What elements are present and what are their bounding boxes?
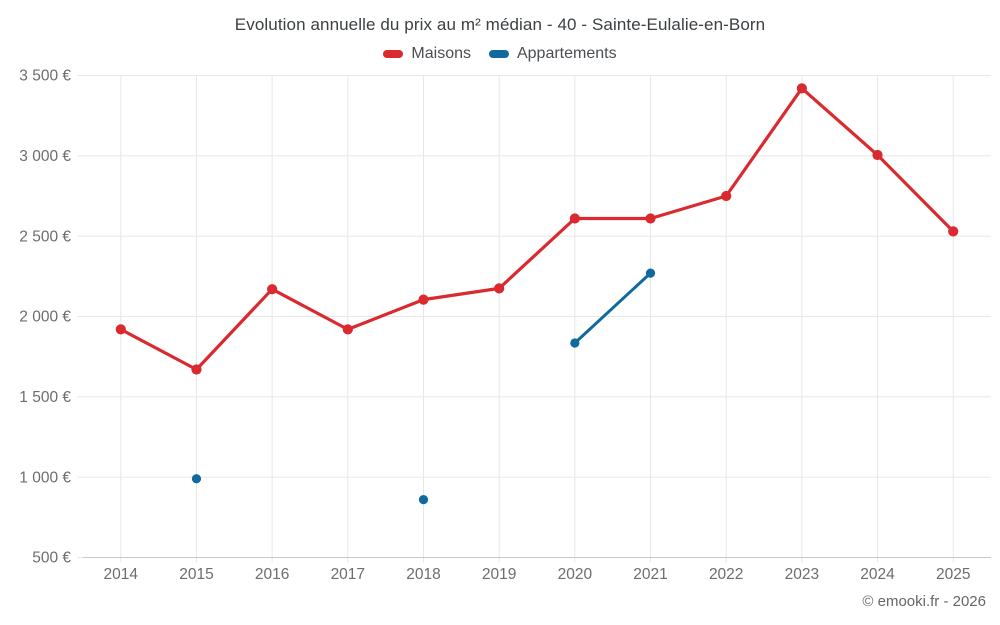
x-axis-label: 2021 <box>633 566 667 583</box>
chart-legend: Maisons Appartements <box>0 45 1000 63</box>
data-point-appartements-2018[interactable] <box>418 495 429 505</box>
data-point-maisons-2022[interactable] <box>721 190 732 202</box>
x-axis-label: 2020 <box>558 566 593 583</box>
y-axis-label: 1 500 € <box>19 389 71 406</box>
legend-item-maisons[interactable]: Maisons <box>383 45 471 63</box>
y-axis-label: 2 500 € <box>19 228 71 245</box>
x-axis-label: 2023 <box>785 566 819 583</box>
x-axis-label: 2017 <box>331 566 365 583</box>
y-axis-label: 3 500 € <box>19 68 71 85</box>
data-point-maisons-2016[interactable] <box>267 284 278 295</box>
x-axis-label: 2024 <box>860 566 895 583</box>
data-point-maisons-2024[interactable] <box>872 149 883 161</box>
chart-title: Evolution annuelle du prix au m² médian … <box>234 15 766 34</box>
y-axis-label: 3 000 € <box>19 148 71 165</box>
data-point-maisons-2021[interactable] <box>645 213 656 224</box>
data-point-appartements-2020[interactable] <box>570 338 580 348</box>
y-axis-label: 2 000 € <box>19 309 71 326</box>
series-segment-maisons <box>194 287 274 372</box>
legend-swatch-maisons <box>383 50 404 58</box>
data-point-maisons-2023[interactable] <box>796 83 807 94</box>
data-point-maisons-2014[interactable] <box>115 324 126 335</box>
y-axis-label: 500 € <box>32 550 71 567</box>
series-segment-maisons <box>270 287 350 331</box>
x-axis-label: 2015 <box>179 566 213 583</box>
series-segment-maisons <box>875 153 955 233</box>
series-segment-maisons <box>724 86 804 198</box>
legend-item-appartements[interactable]: Appartements <box>488 45 617 63</box>
data-point-maisons-2015[interactable] <box>191 364 202 375</box>
data-point-maisons-2018[interactable] <box>418 294 429 305</box>
series-segment-maisons <box>648 194 728 221</box>
series-segment-maisons <box>421 286 501 302</box>
x-axis-label: 2018 <box>406 566 440 583</box>
legend-label: Maisons <box>411 45 471 62</box>
legend-label: Appartements <box>516 45 617 62</box>
y-axis-label: 1 000 € <box>19 469 71 486</box>
x-axis-label: 2016 <box>255 566 289 583</box>
series-segment-maisons <box>497 216 577 290</box>
data-point-appartements-2021[interactable] <box>645 268 656 278</box>
data-point-maisons-2025[interactable] <box>948 226 959 237</box>
series-segment-maisons <box>800 86 880 157</box>
copyright-text: © emooki.fr - 2026 <box>862 593 986 610</box>
x-axis-label: 2019 <box>482 566 516 583</box>
x-axis-label: 2014 <box>104 566 139 583</box>
data-point-maisons-2020[interactable] <box>569 213 580 224</box>
data-point-maisons-2017[interactable] <box>342 324 353 335</box>
legend-swatch-appartements <box>488 50 509 58</box>
series-segment-appartements <box>573 271 653 345</box>
data-point-maisons-2019[interactable] <box>494 283 505 294</box>
x-axis-label: 2025 <box>936 566 970 583</box>
series-segment-maisons <box>119 327 199 372</box>
data-point-appartements-2015[interactable] <box>191 474 202 484</box>
series-segment-maisons <box>346 298 426 331</box>
x-axis-label: 2022 <box>709 566 743 583</box>
